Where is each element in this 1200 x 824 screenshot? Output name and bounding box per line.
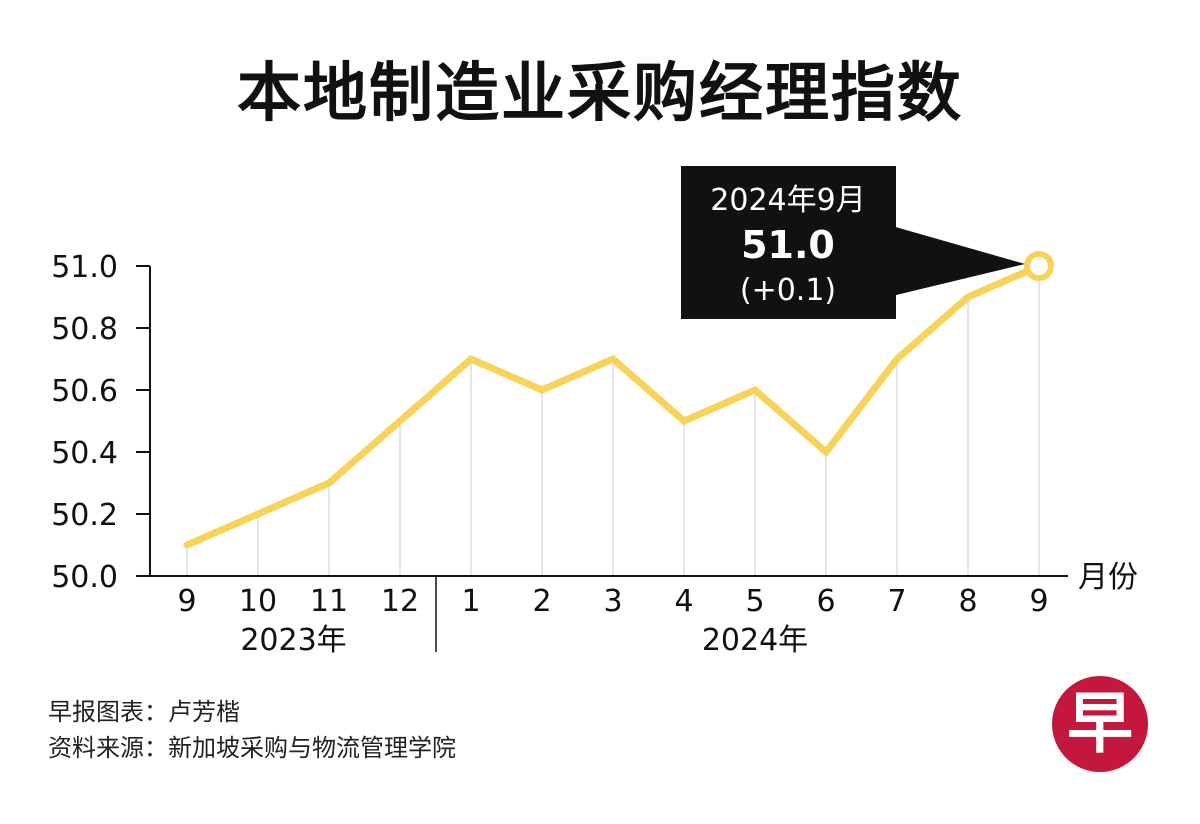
x-tick-label: 9	[177, 584, 196, 619]
x-tick-label: 8	[958, 584, 977, 619]
source-credit-name: 新加坡采购与物流管理学院	[168, 734, 456, 762]
y-tick-label: 50.0	[51, 560, 118, 595]
callout-pointer	[892, 226, 1025, 296]
x-tick-label: 9	[1029, 584, 1048, 619]
x-tick-label: 3	[603, 584, 622, 619]
axes	[136, 265, 1068, 652]
zaobao-logo: 早	[1052, 676, 1148, 772]
year-label: 2024年	[702, 623, 808, 658]
x-tick-label: 5	[745, 584, 764, 619]
logo-char: 早	[1067, 685, 1133, 762]
credits: 早报图表： 卢芳楷 资料来源： 新加坡采购与物流管理学院	[48, 694, 456, 766]
y-tick-label: 51.0	[51, 250, 118, 285]
x-tick-label: 4	[674, 584, 693, 619]
y-tick-label: 50.2	[51, 498, 118, 533]
x-axis-label: 月份	[1078, 560, 1138, 595]
x-tick-label: 6	[816, 584, 835, 619]
graphic-credit-author: 卢芳楷	[168, 698, 240, 726]
y-tick-label: 50.8	[51, 312, 118, 347]
graphic-credit-label: 早报图表：	[48, 698, 168, 726]
x-tick-label: 12	[381, 584, 419, 619]
x-tick-label: 1	[461, 584, 480, 619]
callout-date: 2024年9月	[710, 183, 865, 218]
callout-change: (+0.1)	[740, 273, 836, 308]
highlight-point	[1024, 251, 1054, 281]
source-credit-label: 资料来源：	[48, 734, 168, 762]
series-layer	[183, 251, 1054, 549]
x-tick-label: 10	[239, 584, 277, 619]
source-credit: 资料来源： 新加坡采购与物流管理学院	[48, 730, 456, 766]
x-tick-label: 7	[887, 584, 906, 619]
y-tick-label: 50.6	[51, 374, 118, 409]
grid-lines	[186, 266, 1040, 576]
x-tick-label: 11	[310, 584, 348, 619]
y-tick-label: 50.4	[51, 436, 118, 471]
chart-title: 本地制造业采购经理指数	[237, 57, 963, 131]
callout-value: 51.0	[741, 223, 835, 267]
series-line	[183, 262, 1043, 549]
year-label: 2023年	[240, 623, 346, 658]
callout-box	[681, 166, 896, 319]
callout: 2024年9月 51.0 (+0.1)	[681, 166, 1025, 319]
graphic-credit: 早报图表： 卢芳楷	[48, 694, 456, 730]
x-tick-label: 2	[532, 584, 551, 619]
